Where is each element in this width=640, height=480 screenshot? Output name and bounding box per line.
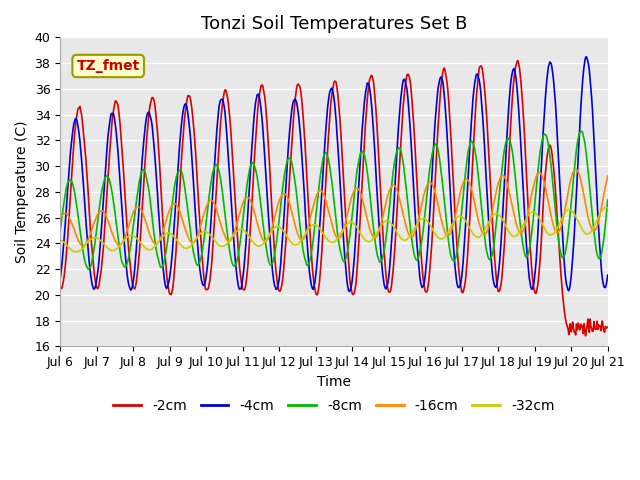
Text: TZ_fmet: TZ_fmet: [77, 59, 140, 73]
X-axis label: Time: Time: [317, 375, 351, 389]
Legend: -2cm, -4cm, -8cm, -16cm, -32cm: -2cm, -4cm, -8cm, -16cm, -32cm: [108, 394, 560, 419]
Title: Tonzi Soil Temperatures Set B: Tonzi Soil Temperatures Set B: [201, 15, 467, 33]
Y-axis label: Soil Temperature (C): Soil Temperature (C): [15, 120, 29, 263]
